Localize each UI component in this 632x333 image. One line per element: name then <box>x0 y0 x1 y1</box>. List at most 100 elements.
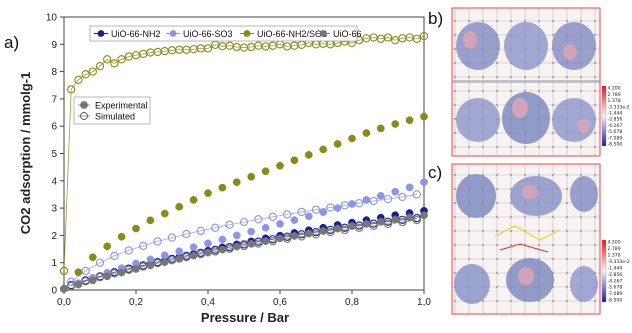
colorbar-label: 1.378 <box>608 98 621 104</box>
simulated-point-uio-66-so3 <box>254 215 263 224</box>
experimental-point-uio-66 <box>333 224 342 233</box>
simulated-point-uio-66-nh2-so3 <box>74 75 83 84</box>
simulated-point-uio-66-so3 <box>139 241 148 250</box>
y-tick-label: 0 <box>51 286 57 297</box>
experimental-point-uio-66 <box>290 232 299 240</box>
experimental-point-uio-66 <box>276 234 284 243</box>
simulated-point-uio-66 <box>196 250 205 259</box>
experimental-point-uio-66-so3 <box>348 200 356 208</box>
density-blob <box>570 176 598 212</box>
experimental-point-uio-66-nh2-so3 <box>204 189 212 197</box>
simulated-line-uio-66 <box>71 219 417 287</box>
colorbar-label: 2.789 <box>608 246 621 252</box>
simulated-point-uio-66-nh2-so3 <box>326 40 335 49</box>
experimental-point-uio-66-nh2-so3 <box>405 116 414 125</box>
experimental-point-uio-66 <box>189 251 198 260</box>
experimental-point-uio-66-nh2-so3 <box>160 209 169 218</box>
series-legend-box <box>89 25 358 42</box>
simulated-point-uio-66-nh2-so3 <box>283 42 292 51</box>
simulated-point-uio-66-nh2-so3 <box>160 46 169 56</box>
y-tick-label: 8 <box>51 67 57 78</box>
colorbar-label: -3.333e-2 <box>608 104 630 110</box>
experimental-point-uio-66-nh2-so3 <box>175 202 184 211</box>
experimental-point-uio-66 <box>88 276 97 285</box>
simulated-point-uio-66-so3 <box>182 229 191 239</box>
experimental-point-uio-66-nh2-so3 <box>304 151 313 159</box>
simulated-point-uio-66 <box>211 247 220 256</box>
legend-marker <box>243 30 251 37</box>
simulated-point-uio-66-nh2-so3 <box>203 44 213 53</box>
experimental-point-uio-66 <box>348 222 356 230</box>
panel-label-a: a) <box>4 33 19 52</box>
simulated-line-uio-66-nh2 <box>71 217 417 286</box>
experimental-point-uio-66-nh2-so3 <box>74 268 83 277</box>
simulated-point-uio-66 <box>355 223 364 232</box>
experimental-point-uio-66-so3 <box>391 187 400 196</box>
experimental-point-uio-66-nh2-so3 <box>261 167 270 176</box>
legend-marker <box>97 30 105 37</box>
colorbar-c: 4.2002.7891.378-3.333e-2-1.444-2.856-4.2… <box>601 240 630 304</box>
experimental-point-uio-66-nh2-so3 <box>362 129 371 137</box>
simulated-point-uio-66 <box>326 227 335 237</box>
density-blob <box>456 98 500 142</box>
experimental-point-uio-66-nh2-so3 <box>290 156 299 165</box>
simulated-point-uio-66-so3 <box>124 246 133 255</box>
colorbar-label: 2.789 <box>608 92 621 98</box>
simulated-point-uio-66-nh2-so3 <box>297 40 306 49</box>
simulated-point-uio-66-nh2-so3 <box>59 266 69 276</box>
simulated-point-uio-66-so3 <box>412 190 421 199</box>
simulated-point-uio-66 <box>311 230 321 239</box>
simulated-point-uio-66-nh2-so3 <box>67 85 76 94</box>
colorbar-label: -1.444 <box>608 110 623 116</box>
simulated-point-uio-66-so3 <box>297 207 306 217</box>
experimental-point-uio-66 <box>132 265 140 273</box>
simulated-point-uio-66-nh2-so3 <box>391 36 400 45</box>
panel-label-b: b) <box>428 9 443 28</box>
colorbar-label: 4.200 <box>608 240 621 246</box>
y-tick-label: 6 <box>51 122 57 133</box>
simulated-point-uio-66-nh2-so3 <box>196 44 205 53</box>
experimental-point-uio-66-nh2-so3 <box>218 183 227 192</box>
simulated-point-uio-66 <box>412 215 421 225</box>
legend-label: UiO-66-NH2/SO3 <box>257 29 327 39</box>
y-tick-label: 7 <box>51 94 57 105</box>
experimental-point-uio-66 <box>261 237 270 245</box>
simulated-point-uio-66 <box>67 281 76 291</box>
axis-ticks: 0,0 0,2 0,4 0,6 0,8 1,0 0 1 2 3 4 5 6 7 8 9 10 <box>46 13 432 309</box>
simulated-point-uio-66-nh2-so3 <box>398 34 407 43</box>
colorbar-label: -2.856 <box>608 272 623 278</box>
type-legend-box <box>73 96 151 125</box>
x-tick-label: 0,8 <box>345 297 359 308</box>
experimental-point-uio-66-nh2-so3 <box>319 145 328 154</box>
y-tick-label: 1 <box>51 258 57 269</box>
simulated-point-uio-66 <box>398 217 407 227</box>
experimental-point-uio-66-so3 <box>376 191 385 200</box>
experimental-point-uio-66-nh2-so3 <box>333 140 342 148</box>
simulated-point-uio-66-nh2-so3 <box>268 41 277 50</box>
simulated-point-uio-66-nh2-so3 <box>290 41 299 50</box>
experimental-point-uio-66-nh2-so3 <box>189 196 198 204</box>
simulated-point-uio-66-nh2-so3 <box>117 55 126 64</box>
experimental-point-uio-66 <box>376 217 385 226</box>
simulated-point-uio-66-so3 <box>398 192 407 202</box>
simulated-line-uio-66-nh2-so3 <box>63 35 425 271</box>
experimental-point-uio-66 <box>218 245 227 254</box>
simulated-point-uio-66-nh2-so3 <box>412 34 421 43</box>
simulated-point-uio-66-nh2-so3 <box>81 70 90 79</box>
experimental-point-uio-66 <box>204 248 212 257</box>
simulated-point-uio-66-nh2-so3 <box>239 43 249 52</box>
simulated-point-uio-66-so3 <box>225 220 234 229</box>
colorbar-label: -8.500 <box>608 298 623 304</box>
density-blob <box>456 174 496 218</box>
experimental-point-uio-66-nh2-so3 <box>391 120 400 128</box>
simulated-point-uio-66-nh2-so3 <box>225 41 234 50</box>
experimental-point-uio-66 <box>60 285 68 293</box>
x-tick-label: 0,4 <box>201 297 215 308</box>
experimental-point-uio-66-so3 <box>362 196 371 204</box>
legend-simulated: Simulated <box>95 112 135 122</box>
experimental-point-uio-66-nh2-so3 <box>117 232 126 241</box>
experimental-point-uio-66-so3 <box>304 212 313 221</box>
experimental-point-uio-66-nh2-so3 <box>103 242 112 251</box>
experimental-point-uio-66-so3 <box>405 183 414 192</box>
experimental-point-uio-66-so3 <box>160 251 169 260</box>
